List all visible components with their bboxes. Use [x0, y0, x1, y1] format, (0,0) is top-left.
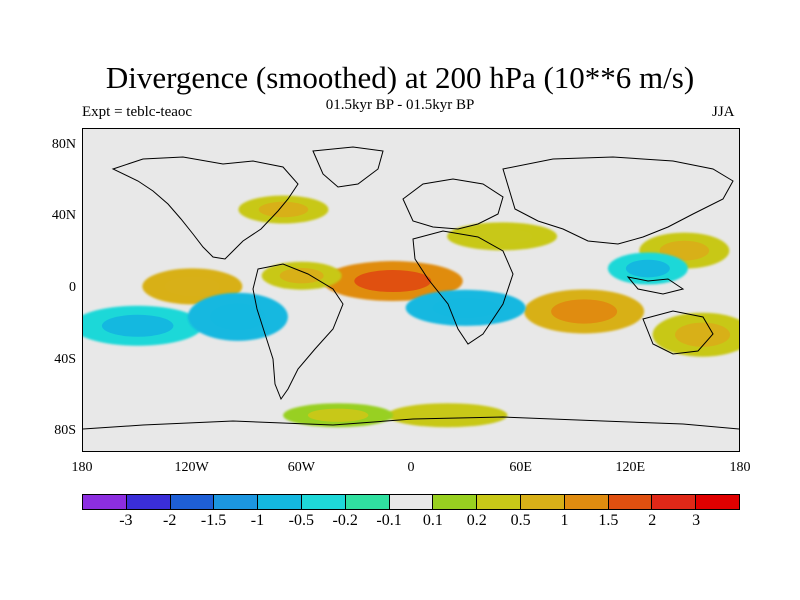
- chart-title: Divergence (smoothed) at 200 hPa (10**6 …: [105, 60, 695, 95]
- lon-tick-label: 120W: [174, 460, 209, 475]
- colorbar-label: -2: [163, 512, 177, 529]
- colorbar-label: -1: [250, 512, 265, 529]
- divergence-core: [471, 228, 533, 245]
- divergence-core: [354, 270, 432, 293]
- colorbar-swatch: [389, 495, 434, 509]
- colorbar-swatch: [433, 495, 478, 509]
- divergence-core: [258, 201, 309, 218]
- colorbar-label: 1.5: [598, 512, 619, 529]
- colorbar-label: 0.2: [466, 512, 487, 529]
- lon-tick-label: 0: [407, 460, 415, 475]
- divergence-core: [279, 267, 324, 284]
- divergence-core: [625, 259, 670, 278]
- divergence-core: [164, 276, 220, 297]
- colorbar-swatch: [608, 495, 653, 509]
- divergence-core: [432, 297, 499, 318]
- colorbar-swatch: [564, 495, 609, 509]
- colorbar-swatch: [652, 495, 697, 509]
- experiment-label: Expt = teblc-teaoc: [82, 104, 193, 120]
- season-label: JJA: [712, 104, 735, 120]
- lon-tick-label: 60W: [287, 460, 315, 475]
- divergence-core: [210, 303, 266, 331]
- colorbar-label: -1.5: [200, 512, 227, 529]
- divergence-core: [551, 299, 618, 324]
- lat-tick-label: 80S: [54, 423, 76, 439]
- colorbar-label: 3: [692, 512, 701, 529]
- colorbar-label: 0.5: [510, 512, 531, 529]
- colorbar-label: -0.1: [376, 512, 402, 529]
- lon-tick-label: 60E: [509, 460, 532, 475]
- lon-tick-label: 120E: [615, 460, 646, 475]
- map-panel: [82, 128, 740, 452]
- coastlines: [83, 146, 739, 430]
- divergence-core: [659, 240, 710, 261]
- colorbar-swatch: [170, 495, 215, 509]
- colorbar-label: -0.5: [288, 512, 314, 529]
- chart-subtitle: 01.5kyr BP - 01.5kyr BP: [325, 97, 475, 113]
- divergence-field: [83, 195, 739, 428]
- divergence-core: [307, 408, 369, 422]
- colorbar-label: 1: [560, 512, 569, 529]
- lat-tick-label: 40S: [54, 351, 76, 367]
- colorbar-label: -3: [119, 512, 133, 529]
- colorbar-swatch: [345, 495, 390, 509]
- map-plot: [83, 146, 739, 430]
- colorbar-swatch: [301, 495, 346, 509]
- colorbar-label: -0.2: [332, 512, 358, 529]
- divergence-core: [101, 314, 174, 337]
- colorbar-swatch: [83, 495, 127, 509]
- colorbar-swatch: [696, 495, 739, 509]
- lat-tick-label: 0: [69, 280, 76, 295]
- colorbar-swatch: [126, 495, 171, 509]
- colorbar-swatch: [477, 495, 521, 509]
- colorbar-swatch: [520, 495, 565, 509]
- colorbar-swatch: [258, 495, 302, 509]
- colorbar: [82, 494, 740, 510]
- colorbar-label: 2: [648, 512, 657, 529]
- lon-tick-label: 180: [729, 460, 751, 475]
- colorbar-label: 0.1: [422, 512, 443, 529]
- divergence-core: [675, 322, 731, 347]
- divergence-core: [414, 408, 481, 422]
- lat-tick-label: 40N: [51, 208, 76, 224]
- lat-tick-label: 80N: [51, 136, 76, 152]
- colorbar-swatch: [214, 495, 259, 509]
- lon-tick-label: 180: [71, 460, 93, 475]
